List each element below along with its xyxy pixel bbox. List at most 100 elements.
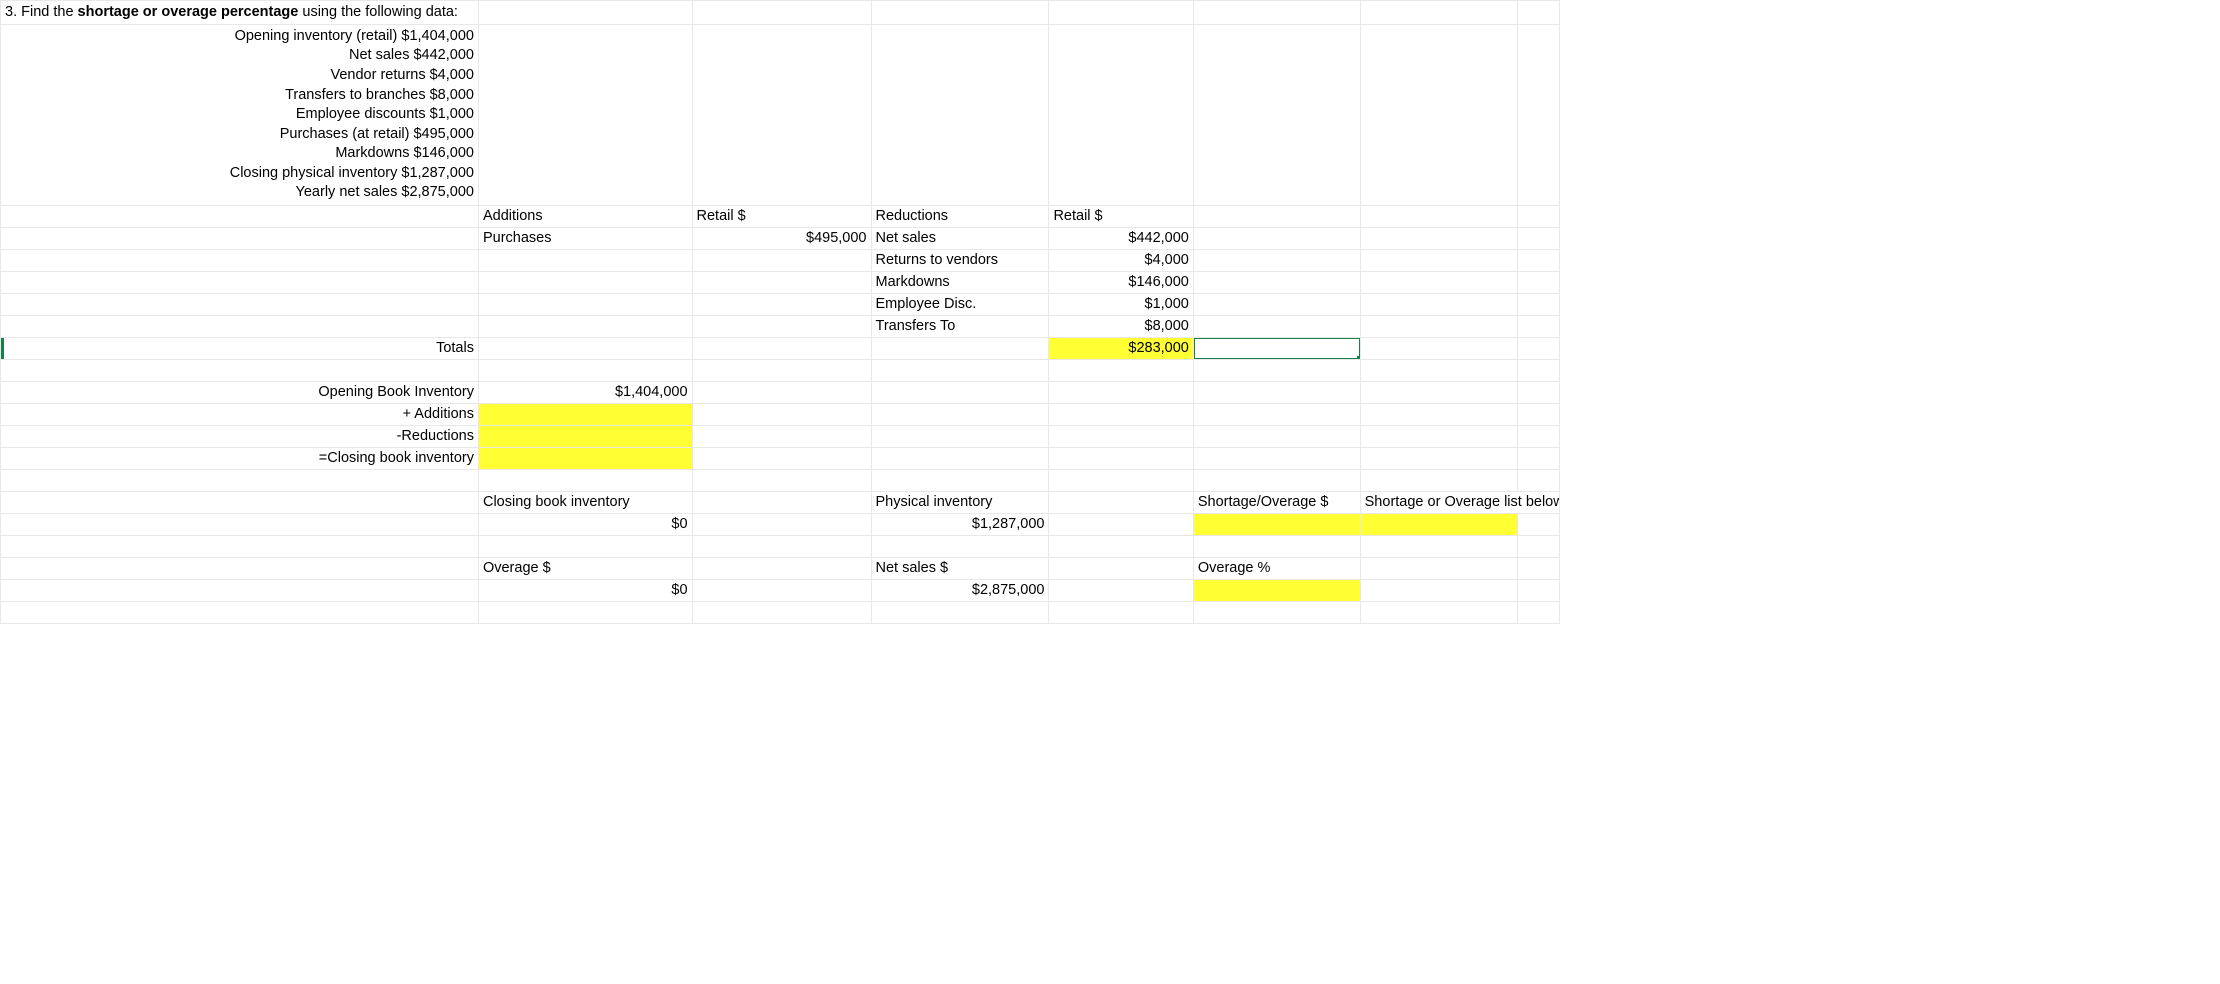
plus-additions-value[interactable]: [478, 403, 692, 425]
cell[interactable]: [1, 293, 479, 315]
purchases-label[interactable]: Purchases: [478, 227, 692, 249]
cell[interactable]: [1049, 381, 1193, 403]
cell[interactable]: [1518, 425, 1560, 447]
cell[interactable]: [1193, 469, 1360, 491]
opening-book-value[interactable]: $1,404,000: [478, 381, 692, 403]
cell[interactable]: [1518, 24, 1560, 205]
spreadsheet-grid[interactable]: 3. Find the shortage or overage percenta…: [0, 0, 1560, 624]
cell[interactable]: [1193, 403, 1360, 425]
cell[interactable]: [1049, 425, 1193, 447]
cell[interactable]: [1518, 315, 1560, 337]
cell[interactable]: [871, 24, 1049, 205]
cell[interactable]: [1518, 513, 1560, 535]
cell[interactable]: [1360, 249, 1518, 271]
cell[interactable]: [692, 535, 871, 557]
cell[interactable]: [1, 513, 479, 535]
cell[interactable]: [1049, 557, 1193, 579]
cell[interactable]: [1360, 535, 1518, 557]
cell[interactable]: [1360, 271, 1518, 293]
cell[interactable]: [1, 359, 479, 381]
plus-additions-label[interactable]: + Additions: [1, 403, 479, 425]
cell[interactable]: [692, 271, 871, 293]
cell[interactable]: [1360, 227, 1518, 249]
cell[interactable]: [1518, 1, 1560, 25]
reductions-header[interactable]: Reductions: [871, 205, 1049, 227]
overage-dollar-label[interactable]: Overage $: [478, 557, 692, 579]
additions-header[interactable]: Additions: [478, 205, 692, 227]
cell[interactable]: [692, 249, 871, 271]
cell[interactable]: [478, 469, 692, 491]
cell[interactable]: [1, 601, 479, 623]
shortage-overage-list-label[interactable]: Shortage or Overage list below: [1360, 491, 1559, 513]
closing-book-label[interactable]: =Closing book inventory: [1, 447, 479, 469]
cell[interactable]: [692, 425, 871, 447]
cell[interactable]: [692, 447, 871, 469]
cell[interactable]: [478, 601, 692, 623]
netsales-label[interactable]: Net sales: [871, 227, 1049, 249]
cell[interactable]: [478, 1, 692, 25]
cell[interactable]: [1518, 447, 1560, 469]
cell[interactable]: [1360, 601, 1518, 623]
cell[interactable]: [1193, 535, 1360, 557]
cell[interactable]: [1193, 425, 1360, 447]
cell[interactable]: [478, 337, 692, 359]
cell[interactable]: [1193, 205, 1360, 227]
closing-book-value[interactable]: [478, 447, 692, 469]
cell[interactable]: [1049, 1, 1193, 25]
cell[interactable]: [478, 271, 692, 293]
cell[interactable]: [1, 579, 479, 601]
active-cell[interactable]: [1193, 337, 1360, 359]
cell[interactable]: [1518, 403, 1560, 425]
overage-percent-label[interactable]: Overage %: [1193, 557, 1360, 579]
cell[interactable]: [1049, 491, 1193, 513]
cell[interactable]: [871, 535, 1049, 557]
cell[interactable]: [692, 579, 871, 601]
minus-reductions-label[interactable]: -Reductions: [1, 425, 479, 447]
cell[interactable]: [1193, 1, 1360, 25]
cell[interactable]: [1193, 601, 1360, 623]
cell[interactable]: [1, 205, 479, 227]
transfers-value[interactable]: $8,000: [1049, 315, 1193, 337]
cell[interactable]: [1, 535, 479, 557]
cell[interactable]: [1, 249, 479, 271]
cell[interactable]: [692, 491, 871, 513]
cell[interactable]: [692, 601, 871, 623]
cell[interactable]: [1518, 271, 1560, 293]
cell[interactable]: [1049, 601, 1193, 623]
empdisc-label[interactable]: Employee Disc.: [871, 293, 1049, 315]
cell[interactable]: [1518, 535, 1560, 557]
overage-percent-value[interactable]: [1193, 579, 1360, 601]
physical-inv-label[interactable]: Physical inventory: [871, 491, 1049, 513]
net-sales-dollar-label[interactable]: Net sales $: [871, 557, 1049, 579]
cell[interactable]: [478, 24, 692, 205]
cell[interactable]: [1360, 205, 1518, 227]
cell[interactable]: [871, 447, 1049, 469]
cell[interactable]: [1360, 557, 1518, 579]
cell[interactable]: [1193, 271, 1360, 293]
transfers-label[interactable]: Transfers To: [871, 315, 1049, 337]
cell[interactable]: [871, 601, 1049, 623]
cell[interactable]: [1518, 381, 1560, 403]
cell[interactable]: [692, 293, 871, 315]
cell[interactable]: [1360, 447, 1518, 469]
cell[interactable]: [692, 557, 871, 579]
cell[interactable]: [692, 24, 871, 205]
cell[interactable]: [1193, 359, 1360, 381]
retail-header-1[interactable]: Retail $: [692, 205, 871, 227]
cell[interactable]: [478, 359, 692, 381]
cell[interactable]: [478, 315, 692, 337]
cell[interactable]: [1518, 469, 1560, 491]
cell[interactable]: [1049, 447, 1193, 469]
cell[interactable]: [1518, 249, 1560, 271]
cell[interactable]: [692, 513, 871, 535]
empdisc-value[interactable]: $1,000: [1049, 293, 1193, 315]
minus-reductions-value[interactable]: [478, 425, 692, 447]
totals-label[interactable]: Totals: [1, 337, 479, 359]
retail-header-2[interactable]: Retail $: [1049, 205, 1193, 227]
cell[interactable]: [1360, 1, 1518, 25]
cell[interactable]: [1193, 227, 1360, 249]
cell[interactable]: [1193, 381, 1360, 403]
cell[interactable]: [1193, 293, 1360, 315]
cell[interactable]: [1360, 381, 1518, 403]
netsales-value[interactable]: $442,000: [1049, 227, 1193, 249]
